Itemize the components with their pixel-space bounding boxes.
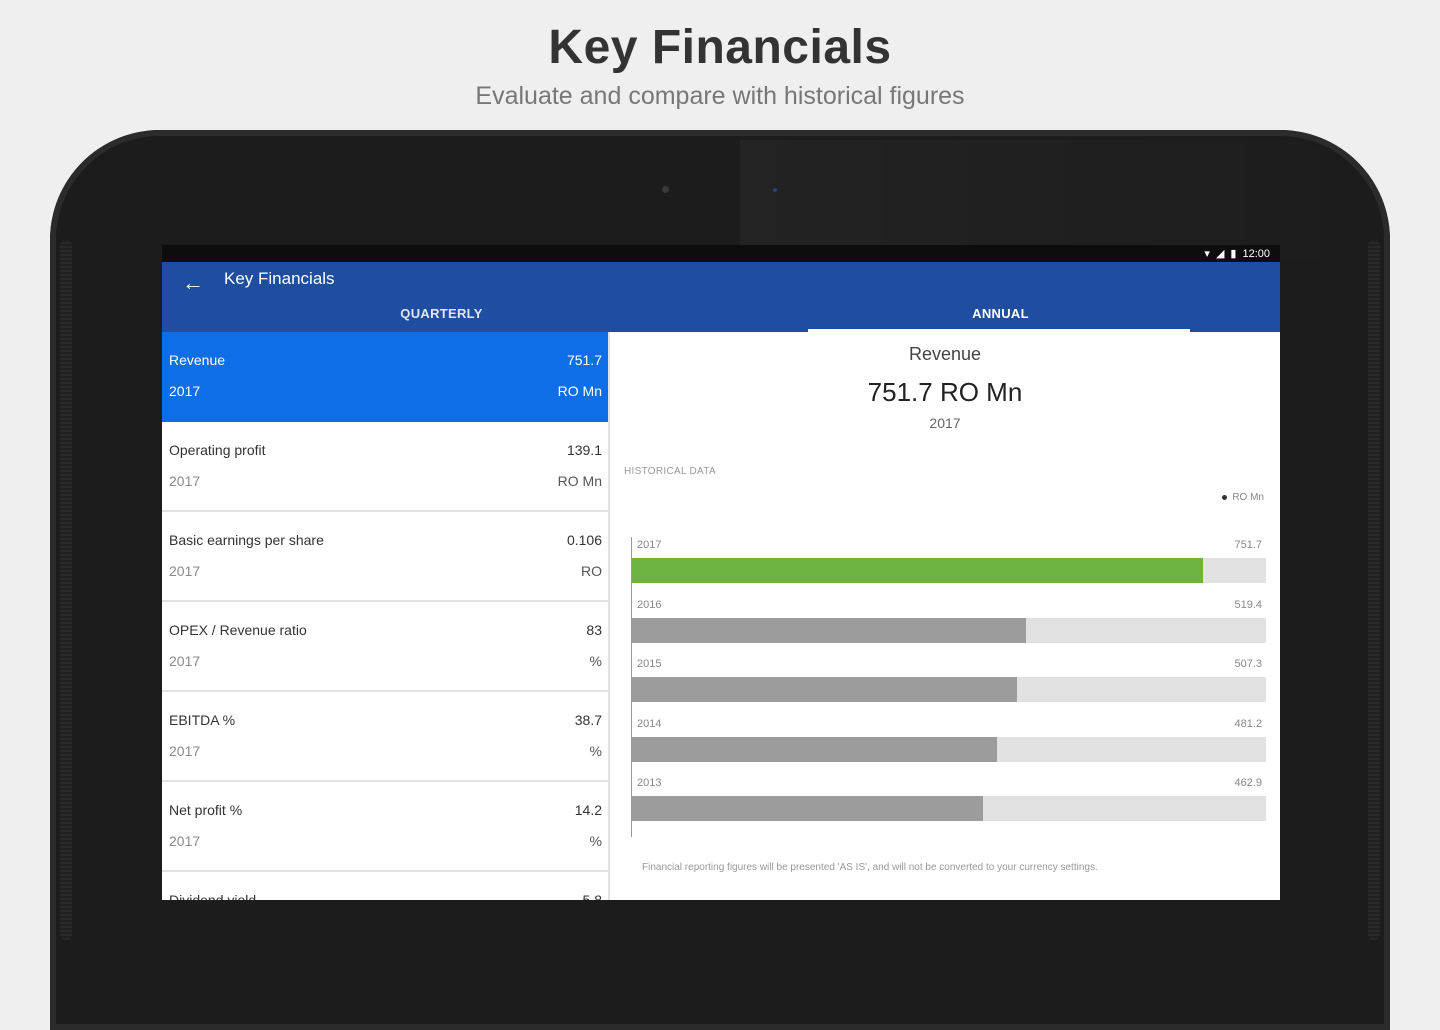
- wifi-icon: ▾: [1204, 248, 1210, 260]
- list-item-value: 38.7: [574, 712, 602, 728]
- list-item-opex-ratio[interactable]: OPEX / Revenue ratio 2017 83 %: [162, 602, 608, 692]
- bar-2017: [632, 558, 1203, 583]
- bar-row-2015: 2015 507.3: [632, 656, 1266, 714]
- currency-footnote: Financial reporting figures will be pres…: [642, 862, 1098, 873]
- list-item-name: Revenue: [169, 352, 226, 368]
- legend-label: RO Mn: [1232, 492, 1264, 503]
- left-speaker: [60, 240, 72, 940]
- financials-list: Revenue 2017 751.7 RO Mn Operating profi…: [162, 332, 610, 900]
- bar-track: [632, 736, 1266, 762]
- list-item-year: 2017: [169, 833, 201, 849]
- bar-value-label: 519.4: [1234, 598, 1262, 611]
- list-item-name: OPEX / Revenue ratio: [169, 622, 307, 638]
- list-item-name: EBITDA %: [169, 712, 236, 728]
- list-item-year: 2017: [169, 653, 201, 669]
- list-item-unit: %: [589, 653, 602, 669]
- camera-icon: [662, 186, 669, 193]
- bar-value-label: 462.9: [1234, 777, 1262, 789]
- legend-dot-icon: [1222, 495, 1228, 500]
- bar-value-label: 481.2: [1234, 717, 1262, 730]
- historical-data-label: HISTORICAL DATA: [624, 466, 716, 477]
- right-speaker: [1368, 240, 1380, 940]
- list-item-unit: %: [589, 833, 602, 849]
- detail-metric-year: 2017: [929, 415, 961, 431]
- bar-row-2013: 2013 462.9: [632, 775, 1266, 833]
- sensor-icon: [773, 188, 777, 192]
- list-item-ebitda[interactable]: EBITDA % 2017 38.7 %: [162, 692, 608, 782]
- list-item-dividend-yield[interactable]: Dividend yield 2017 5.8 %: [162, 872, 608, 900]
- promo-title: Key Financials: [548, 21, 892, 74]
- list-item-value: 5.8: [582, 892, 602, 900]
- bar-value-label: 507.3: [1234, 658, 1262, 670]
- detail-metric-value: 751.7 RO Mn: [867, 377, 1023, 407]
- bar-year-label: 2014: [637, 717, 662, 730]
- tablet-sheen: [740, 140, 1380, 260]
- bar-2013: [632, 796, 984, 821]
- status-time: 12:00: [1242, 247, 1270, 260]
- signal-icon: ◢: [1215, 248, 1225, 260]
- list-item-name: Dividend yield: [169, 892, 257, 900]
- list-item-year: 2017: [169, 563, 201, 579]
- tab-indicator: [808, 329, 1190, 332]
- detail-panel: Revenue 751.7 RO Mn 2017 HISTORICAL DATA…: [610, 332, 1280, 900]
- chart-axis: [631, 537, 632, 837]
- bar-track: [632, 558, 1266, 583]
- device-screen: ▾ ◢ ▮ 12:00 ← Key Financials QUARTERLY A…: [162, 245, 1280, 900]
- list-item-value: 0.106: [566, 532, 602, 548]
- bar-track: [632, 796, 1266, 821]
- bar-2015: [632, 677, 1018, 702]
- list-item-unit: RO Mn: [557, 473, 602, 489]
- bar-track: [632, 617, 1266, 643]
- appbar-title: Key Financials: [224, 269, 335, 288]
- bar-value-label: 751.7: [1234, 539, 1262, 551]
- bar-year-label: 2013: [637, 777, 662, 789]
- tab-annual[interactable]: ANNUAL: [972, 306, 1029, 321]
- list-item-unit: %: [589, 743, 602, 759]
- bar-year-label: 2015: [637, 658, 662, 670]
- list-item-value: 751.7: [566, 352, 602, 368]
- back-arrow-icon[interactable]: ←: [182, 270, 204, 295]
- bar-row-2014: 2014 481.2: [632, 716, 1266, 774]
- status-bar: ▾ ◢ ▮ 12:00: [162, 245, 1280, 262]
- list-item-net-profit[interactable]: Net profit % 2017 14.2 %: [162, 782, 608, 872]
- list-item-name: Net profit %: [169, 802, 243, 818]
- list-item-unit: RO: [581, 563, 602, 579]
- bar-track: [632, 677, 1266, 702]
- list-item-name: Operating profit: [169, 442, 266, 458]
- chart-legend: RO Mn: [1222, 492, 1264, 503]
- list-item-revenue[interactable]: Revenue 2017 751.7 RO Mn: [162, 332, 608, 422]
- battery-icon: ▮: [1230, 248, 1237, 260]
- list-item-value: 139.1: [566, 442, 602, 458]
- list-item-year: 2017: [169, 473, 201, 489]
- detail-metric-name: Revenue: [908, 344, 982, 364]
- list-item-value: 83: [586, 622, 602, 638]
- bar-year-label: 2016: [637, 598, 662, 611]
- bar-row-2017: 2017 751.7: [632, 537, 1266, 595]
- list-item-basic-eps[interactable]: Basic earnings per share 2017 0.106 RO: [162, 512, 608, 602]
- app-bar: ← Key Financials QUARTERLY ANNUAL: [162, 262, 1280, 332]
- tab-quarterly[interactable]: QUARTERLY: [400, 306, 483, 321]
- list-item-year: 2017: [169, 383, 201, 399]
- bar-2014: [632, 736, 998, 762]
- promo-subtitle: Evaluate and compare with historical fig…: [475, 82, 965, 110]
- list-item-name: Basic earnings per share: [169, 532, 324, 548]
- list-item-value: 14.2: [574, 802, 602, 818]
- bar-row-2016: 2016 519.4: [632, 597, 1266, 655]
- bar-year-label: 2017: [637, 539, 662, 551]
- bar-2016: [632, 617, 1027, 643]
- list-item-operating-profit[interactable]: Operating profit 2017 139.1 RO Mn: [162, 422, 608, 512]
- list-item-unit: RO Mn: [557, 383, 602, 399]
- list-item-year: 2017: [169, 743, 201, 759]
